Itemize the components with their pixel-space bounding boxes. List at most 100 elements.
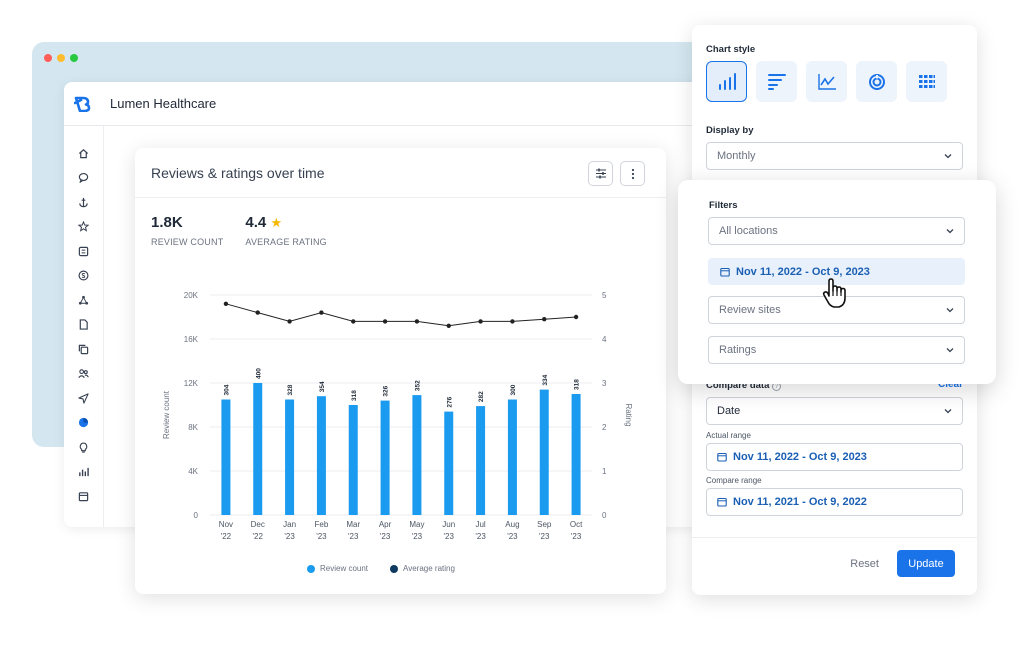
chart-settings-button[interactable] [588, 161, 613, 186]
chart-style-bar-button[interactable] [706, 61, 747, 102]
date-range-filter[interactable]: Nov 11, 2022 - Oct 9, 2023 [708, 258, 965, 285]
bar-chart-icon[interactable] [77, 465, 91, 479]
bar [348, 405, 358, 515]
y2-tick-label: 4 [602, 335, 607, 344]
compare-data-select[interactable]: Date [706, 397, 963, 425]
x-tick-label-year: '23 [475, 532, 486, 541]
x-tick-label-month: Nov [219, 520, 233, 529]
display-by-label: Display by [706, 125, 754, 136]
calendar-icon[interactable] [77, 489, 91, 503]
chat-icon[interactable] [77, 171, 91, 185]
grid-icon[interactable] [77, 244, 91, 258]
calendar-icon [717, 452, 727, 462]
lightbulb-icon[interactable] [77, 440, 91, 454]
bar [507, 399, 517, 515]
compare-data-value: Date [717, 405, 741, 417]
legend-review-count-label: Review count [320, 564, 369, 573]
review-count-value: 1.8K [151, 214, 183, 231]
users-icon[interactable] [77, 367, 91, 381]
compare-range-field[interactable]: Nov 11, 2021 - Oct 9, 2022 [706, 488, 963, 516]
star-icon[interactable] [77, 220, 91, 234]
send-icon[interactable] [77, 391, 91, 405]
x-tick-label-year: '22 [253, 532, 264, 541]
x-tick-label-month: Oct [570, 520, 583, 529]
kebab-icon [631, 168, 634, 179]
bar [285, 399, 295, 515]
copy-icon[interactable] [77, 342, 91, 356]
home-icon[interactable] [77, 146, 91, 160]
legend-review-count-swatch [307, 564, 315, 573]
maximize-window-button[interactable] [70, 54, 78, 62]
window-controls [44, 54, 78, 62]
bar [476, 406, 486, 515]
x-tick-label-year: '23 [539, 532, 550, 541]
bar [444, 411, 454, 515]
rating-point [382, 319, 388, 324]
locations-select[interactable]: All locations [708, 217, 965, 245]
chart-style-donut-button[interactable] [856, 61, 897, 102]
reviews-chart: 0 4K 8K 12K 16K 20K 0 1 2 3 4 5 Review count Rating 30… [162, 291, 633, 541]
rating-point [542, 317, 547, 322]
bar-data-label: 300 [510, 384, 517, 395]
rating-point [510, 319, 515, 324]
reviews-chart-card: Reviews & ratings over time 1.8K REVIEW … [135, 148, 666, 594]
bar-data-label: 276 [446, 396, 453, 407]
date-range-value: Nov 11, 2022 - Oct 9, 2023 [736, 265, 870, 278]
reports-icon[interactable] [77, 416, 91, 430]
x-tick-label-year: '23 [316, 532, 327, 541]
x-tick-label-month: Feb [315, 520, 329, 529]
app-title: Lumen Healthcare [110, 96, 217, 111]
y-axis-title: Review count [162, 390, 171, 439]
ratings-placeholder: Ratings [719, 344, 757, 356]
bar [221, 399, 231, 515]
compare-range-value: Nov 11, 2021 - Oct 9, 2022 [733, 496, 867, 508]
rating-point [573, 314, 579, 320]
calendar-icon [720, 267, 730, 277]
y-tick-label: 12K [184, 379, 199, 388]
legend-average-rating[interactable]: Average rating [390, 564, 455, 573]
more-options-button[interactable] [620, 161, 645, 186]
bar-data-label: 400 [255, 368, 262, 379]
bar [253, 383, 263, 515]
minimize-window-button[interactable] [57, 54, 65, 62]
bar-data-label: 318 [574, 379, 581, 390]
display-by-select[interactable]: Monthly [706, 142, 963, 170]
x-tick-label-year: '22 [221, 532, 232, 541]
chevron-down-icon [944, 409, 952, 414]
anchor-icon[interactable] [77, 195, 91, 209]
reset-button[interactable]: Reset [850, 558, 879, 570]
x-tick-label-year: '23 [412, 532, 423, 541]
chart-style-horizontal-bar-button[interactable] [756, 61, 797, 102]
x-tick-label-month: Jul [475, 520, 485, 529]
x-tick-label-month: Sep [537, 520, 552, 529]
y2-tick-label: 0 [602, 511, 607, 520]
filters-title: Filters [709, 200, 738, 211]
ratings-select[interactable]: Ratings [708, 336, 965, 364]
bar [380, 400, 390, 515]
y-tick-label: 16K [184, 335, 199, 344]
app-header: Lumen Healthcare [64, 82, 704, 126]
bar-data-label: 326 [383, 385, 390, 396]
legend-average-rating-swatch [390, 564, 399, 573]
network-icon[interactable] [77, 293, 91, 307]
update-button[interactable]: Update [897, 550, 955, 577]
close-window-button[interactable] [44, 54, 52, 62]
chart-style-table-button[interactable] [906, 61, 947, 102]
chart-style-options [706, 61, 947, 102]
rating-point [255, 310, 260, 315]
brand-logo-icon[interactable] [64, 82, 102, 126]
clear-compare-link[interactable]: Clear [937, 379, 963, 390]
x-tick-label-year: '23 [348, 532, 359, 541]
legend-review-count[interactable]: Review count [307, 564, 368, 573]
document-icon[interactable] [77, 318, 91, 332]
bar-data-label: 328 [287, 384, 294, 395]
locations-placeholder: All locations [719, 225, 778, 237]
average-rating-value: 4.4 [245, 214, 267, 231]
dollar-icon[interactable] [77, 269, 91, 283]
chart-style-line-button[interactable] [806, 61, 847, 102]
actual-range-label: Actual range [706, 431, 751, 440]
y2-tick-label: 3 [602, 379, 607, 388]
calendar-icon [717, 497, 727, 507]
actual-range-field[interactable]: Nov 11, 2022 - Oct 9, 2023 [706, 443, 963, 471]
